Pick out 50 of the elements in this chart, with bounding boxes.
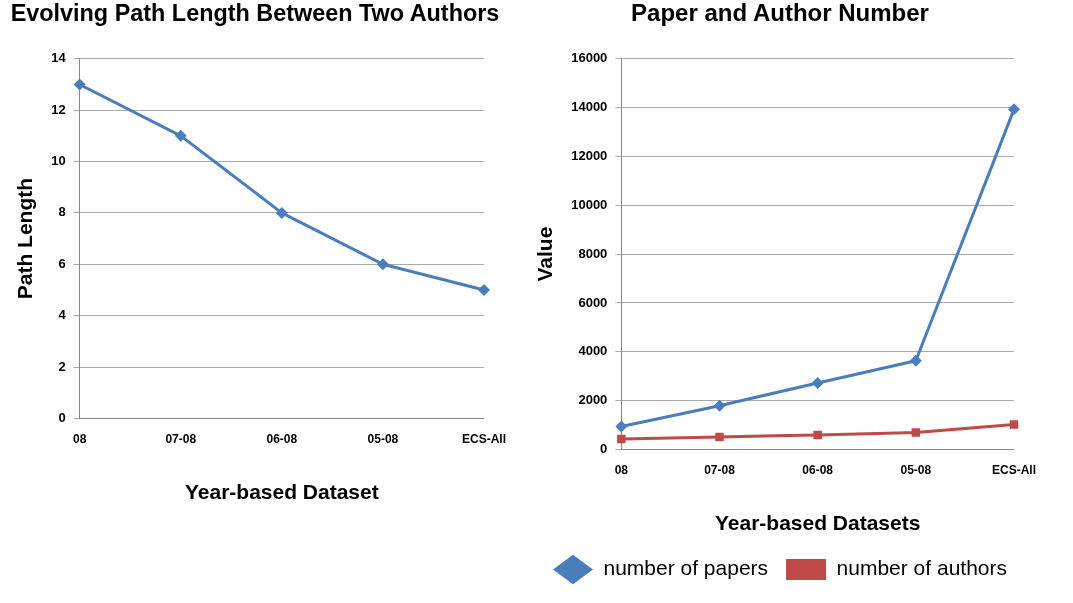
legend-label: number of authors (836, 556, 1008, 580)
x-tick-label: 08 (614, 462, 629, 477)
y-tick-label: 10 (51, 153, 66, 169)
x-tick-label: 06-08 (802, 462, 834, 477)
x-tick-label: 07-08 (165, 431, 197, 446)
y-tick-label: 0 (600, 440, 608, 456)
chart-title: Evolving Path Length Between Two Authors (10, 0, 500, 27)
x-tick-label: 05-08 (367, 431, 399, 446)
y-tick-label: 10000 (571, 196, 608, 212)
y-tick-label: 0 (58, 409, 66, 425)
y-tick-label: 14 (51, 50, 67, 66)
y-tick-label: 2000 (578, 392, 608, 408)
x-tick-label: ECS-All (991, 462, 1037, 477)
x-tick-label: 07-08 (704, 462, 736, 477)
x-axis-title: Year-based Datasets (714, 511, 921, 535)
legend-label: number of papers (603, 556, 769, 580)
y-tick-label: 8 (58, 204, 66, 220)
x-tick-label: ECS-All (461, 431, 507, 446)
x-tick-label: 08 (72, 431, 87, 446)
y-tick-label: 16000 (571, 50, 608, 66)
point (615, 420, 628, 433)
y-tick-label: 14000 (571, 99, 608, 115)
chart-title: Paper and Author Number (631, 0, 929, 27)
y-axis-title: Path Length (13, 177, 37, 300)
point (1009, 420, 1019, 429)
y-tick-label: 4 (58, 307, 67, 323)
x-tick-label: 06-08 (266, 431, 298, 446)
y-tick-label: 8000 (578, 245, 608, 261)
point (1008, 103, 1020, 116)
point (911, 428, 921, 437)
point (376, 258, 389, 271)
y-tick-label: 2 (58, 358, 66, 374)
point (617, 434, 626, 444)
point (813, 430, 822, 440)
point (275, 206, 288, 219)
y-tick-label: 4000 (578, 343, 608, 359)
point (715, 432, 724, 442)
point (909, 354, 922, 367)
y-tick-label: 12000 (571, 148, 608, 164)
y-tick-label: 12 (51, 101, 66, 117)
y-tick-label: 6000 (578, 294, 608, 310)
point (713, 399, 726, 412)
point (811, 377, 824, 389)
point (174, 129, 187, 142)
y-axis-title: Value (533, 226, 557, 282)
x-axis-title: Year-based Dataset (184, 480, 379, 504)
point (73, 78, 86, 91)
x-tick-label: 05-08 (900, 462, 932, 477)
point (478, 283, 490, 296)
y-tick-label: 6 (58, 255, 66, 271)
